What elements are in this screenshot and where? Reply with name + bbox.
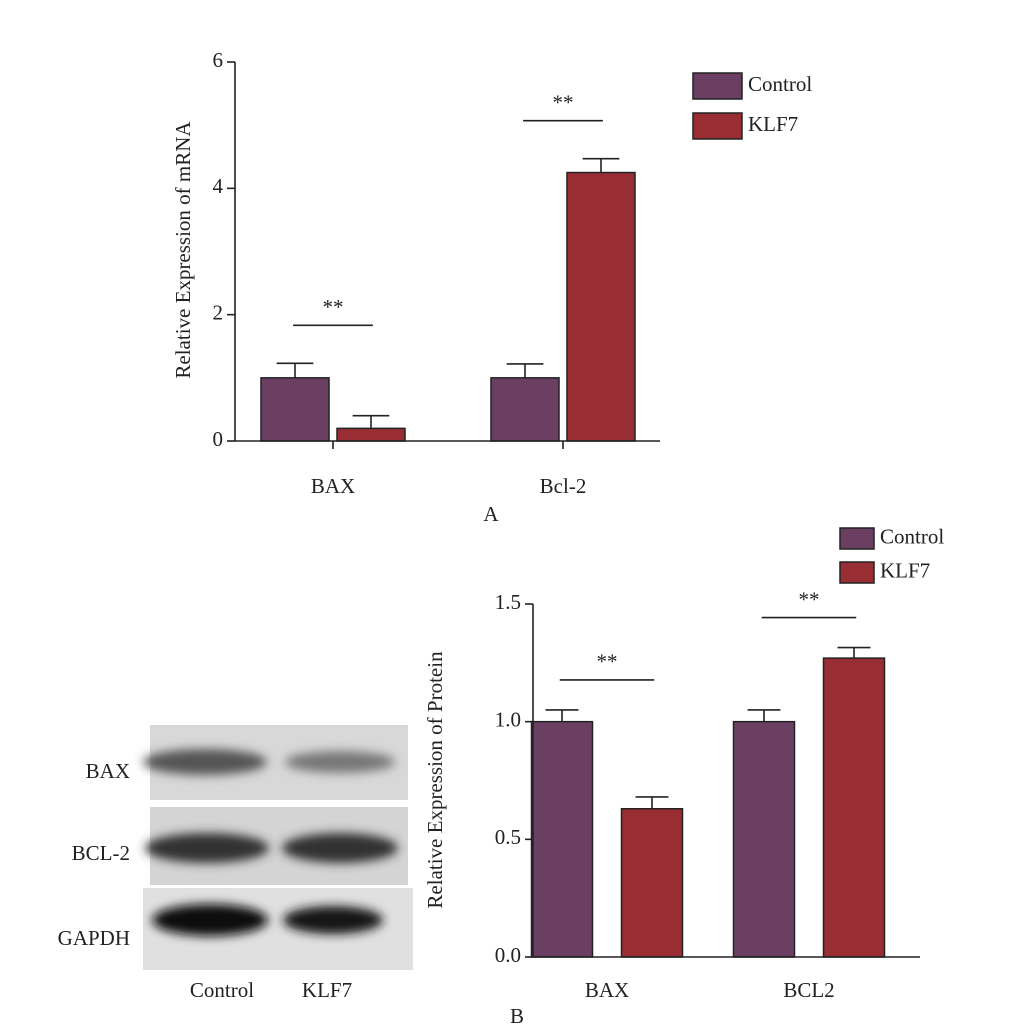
blot-band [143,749,267,775]
y-tick-label: 1.0 [495,707,521,731]
bar [732,720,796,958]
bar [260,377,330,442]
panel-label: B [510,1004,524,1028]
blot-lane-label: Control [190,978,254,1002]
bar [566,171,636,442]
y-tick-label: 1.5 [495,590,521,614]
legend-swatch [692,112,743,140]
blot-band [282,833,398,863]
y-tick-label: 0.5 [495,825,521,849]
y-tick-label: 6 [213,48,224,72]
blot-band [283,906,383,934]
x-tick-label: BAX [585,978,629,1002]
legend-swatch [839,527,875,550]
blot: BAX BCL-2 GAPDH Control KLF7 [58,725,413,1002]
blot-band [285,751,395,773]
legend-label: Control [880,524,944,548]
bar [822,657,886,958]
legend-swatch [692,72,743,100]
blot-row-label: BCL-2 [72,841,130,865]
y-tick-label: 0.0 [495,943,521,967]
bar [620,807,684,958]
significance-label: ** [597,650,618,674]
bar [490,377,560,442]
y-tick-label: 0 [213,427,224,451]
legend-label: Control [748,72,812,96]
y-axis-label: Relative Expression of mRNA [171,121,195,379]
x-tick-label: Bcl-2 [540,474,587,498]
legend-label: KLF7 [748,112,798,136]
x-tick-label: BAX [311,474,355,498]
bar [336,427,406,442]
y-tick-label: 4 [213,174,224,198]
significance-label: ** [553,90,574,114]
significance-label: ** [323,295,344,319]
blot-band [145,833,269,863]
significance-label: ** [799,587,820,611]
legend-swatch [839,561,875,584]
blot-row-label: BAX [86,759,130,783]
panel-label: A [483,502,499,526]
y-tick-label: 2 [213,300,224,324]
y-axis-label: Relative Expression of Protein [423,651,447,909]
blot-band [152,904,268,936]
x-tick-label: BCL2 [783,978,834,1002]
bar [530,720,594,958]
blot-lane-label: KLF7 [302,978,352,1002]
blot-row-label: GAPDH [58,926,130,950]
legend-label: KLF7 [880,558,930,582]
